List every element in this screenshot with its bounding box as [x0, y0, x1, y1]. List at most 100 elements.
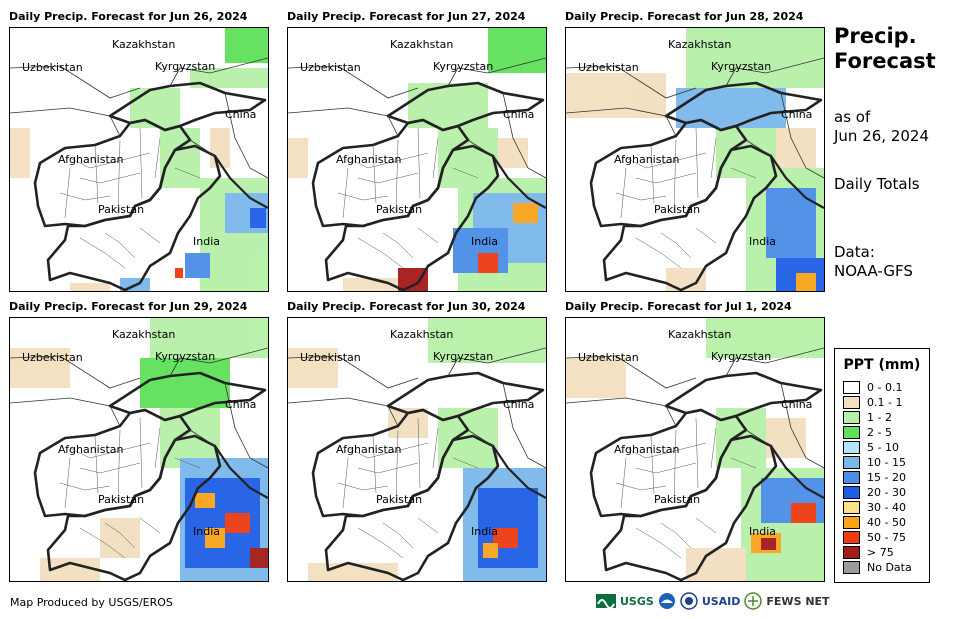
legend-item: No Data: [843, 560, 912, 575]
legend-swatch: [843, 561, 860, 574]
label-india: India: [471, 525, 498, 538]
label-china: China: [225, 398, 256, 411]
precip-legend: PPT (mm) 0 - 0.1 0.1 - 1 1 - 2 2 - 5 5 - 10 1…: [834, 348, 930, 583]
precip-fill: [288, 318, 546, 581]
label-pakistan: Pakistan: [376, 203, 422, 216]
legend-swatch: [843, 516, 860, 529]
legend-item: 0 - 0.1: [843, 380, 902, 395]
fews-net-logo-text: FEWS NET: [766, 594, 830, 608]
title-line-1: Precip.: [834, 24, 917, 48]
legend-label: 30 - 40: [867, 501, 906, 514]
panel-title: Daily Precip. Forecast for Jun 29, 2024: [9, 300, 248, 313]
legend-item: 20 - 30: [843, 485, 906, 500]
legend-item: 1 - 2: [843, 410, 892, 425]
label-pakistan: Pakistan: [654, 203, 700, 216]
legend-label: 50 - 75: [867, 531, 906, 544]
as-of-block: as of Jun 26, 2024: [834, 108, 929, 146]
legend-swatch: [843, 456, 860, 469]
label-uzbekistan: Uzbekistan: [22, 351, 83, 364]
as-of-date: Jun 26, 2024: [834, 127, 930, 145]
legend-item: 2 - 5: [843, 425, 892, 440]
label-uzbekistan: Uzbekistan: [300, 61, 361, 74]
legend-swatch: [843, 546, 860, 559]
label-afghanistan: Afghanistan: [58, 443, 124, 456]
fews-net-globe-icon: [744, 592, 763, 610]
data-source: NOAA-GFS: [834, 262, 913, 280]
legend-item: 5 - 10: [843, 440, 899, 455]
legend-label: 1 - 2: [867, 411, 892, 424]
panel-title: Daily Precip. Forecast for Jun 26, 2024: [9, 10, 248, 23]
precip-fill: [566, 318, 824, 581]
label-kyrgyzstan: Kyrgyzstan: [711, 60, 771, 73]
forecast-map: Kazakhstan Uzbekistan Kyrgyzstan China A…: [287, 27, 547, 292]
legend-label: 15 - 20: [867, 471, 906, 484]
legend-item: 30 - 40: [843, 500, 906, 515]
label-kyrgyzstan: Kyrgyzstan: [155, 350, 215, 363]
legend-item: 0.1 - 1: [843, 395, 902, 410]
legend-label: 10 - 15: [867, 456, 906, 469]
legend-label: 0 - 0.1: [867, 381, 903, 394]
usgs-logo-icon: [596, 594, 616, 608]
label-pakistan: Pakistan: [376, 493, 422, 506]
label-afghanistan: Afghanistan: [614, 153, 680, 166]
label-india: India: [193, 235, 220, 248]
panel-title: Daily Precip. Forecast for Jun 27, 2024: [287, 10, 526, 23]
data-source-block: Data: NOAA-GFS: [834, 243, 913, 281]
forecast-map: Kazakhstan Uzbekistan Kyrgyzstan China A…: [565, 317, 825, 582]
label-china: China: [225, 108, 256, 121]
legend-swatch: [843, 501, 860, 514]
legend-item: > 75: [843, 545, 894, 560]
label-india: India: [749, 235, 776, 248]
legend-swatch: [843, 411, 860, 424]
as-of-label: as of: [834, 108, 871, 126]
legend-label: No Data: [867, 561, 912, 574]
label-pakistan: Pakistan: [654, 493, 700, 506]
panel-title: Daily Precip. Forecast for Jun 30, 2024: [287, 300, 526, 313]
legend-item: 50 - 75: [843, 530, 906, 545]
legend-item: 40 - 50: [843, 515, 906, 530]
legend-swatch: [843, 531, 860, 544]
label-india: India: [471, 235, 498, 248]
precip-fill: [288, 28, 546, 291]
label-uzbekistan: Uzbekistan: [578, 61, 639, 74]
label-china: China: [503, 108, 534, 121]
label-pakistan: Pakistan: [98, 203, 144, 216]
label-uzbekistan: Uzbekistan: [300, 351, 361, 364]
label-afghanistan: Afghanistan: [614, 443, 680, 456]
precip-map-image: Kazakhstan Uzbekistan Kyrgyzstan China A…: [288, 28, 546, 291]
label-kazakhstan: Kazakhstan: [668, 328, 731, 341]
label-china: China: [781, 398, 812, 411]
label-uzbekistan: Uzbekistan: [578, 351, 639, 364]
legend-swatch: [843, 381, 860, 394]
partner-logos: USGS USAID FEWS NET: [596, 592, 830, 610]
legend-label: 2 - 5: [867, 426, 892, 439]
precip-map-image: Kazakhstan Uzbekistan Kyrgyzstan China A…: [10, 28, 268, 291]
label-pakistan: Pakistan: [98, 493, 144, 506]
precip-map-image: Kazakhstan Uzbekistan Kyrgyzstan China A…: [288, 318, 546, 581]
label-india: India: [749, 525, 776, 538]
legend-title: PPT (mm): [843, 357, 921, 373]
daily-totals-label: Daily Totals: [834, 175, 920, 193]
label-kyrgyzstan: Kyrgyzstan: [711, 350, 771, 363]
forecast-map: Kazakhstan Uzbekistan Kyrgyzstan China A…: [9, 27, 269, 292]
usgs-logo-text: USGS: [620, 594, 654, 608]
legend-swatch: [843, 396, 860, 409]
label-afghanistan: Afghanistan: [58, 153, 124, 166]
label-kazakhstan: Kazakhstan: [112, 38, 175, 51]
label-kazakhstan: Kazakhstan: [390, 38, 453, 51]
forecast-map: Kazakhstan Uzbekistan Kyrgyzstan China A…: [287, 317, 547, 582]
usaid-logo-text: USAID: [701, 594, 741, 608]
label-uzbekistan: Uzbekistan: [22, 61, 83, 74]
legend-swatch: [843, 426, 860, 439]
legend-item: 10 - 15: [843, 455, 906, 470]
forecast-map: Kazakhstan Uzbekistan Kyrgyzstan China A…: [9, 317, 269, 582]
precip-map-image: Kazakhstan Uzbekistan Kyrgyzstan China A…: [566, 28, 824, 291]
precip-map-image: Kazakhstan Uzbekistan Kyrgyzstan China A…: [10, 318, 268, 581]
legend-label: 40 - 50: [867, 516, 906, 529]
sidebar-title: Precip. Forecast: [834, 24, 936, 74]
label-india: India: [193, 525, 220, 538]
title-line-2: Forecast: [834, 49, 936, 73]
legend-swatch: [843, 441, 860, 454]
panel-title: Daily Precip. Forecast for Jul 1, 2024: [565, 300, 792, 313]
legend-item: 15 - 20: [843, 470, 906, 485]
